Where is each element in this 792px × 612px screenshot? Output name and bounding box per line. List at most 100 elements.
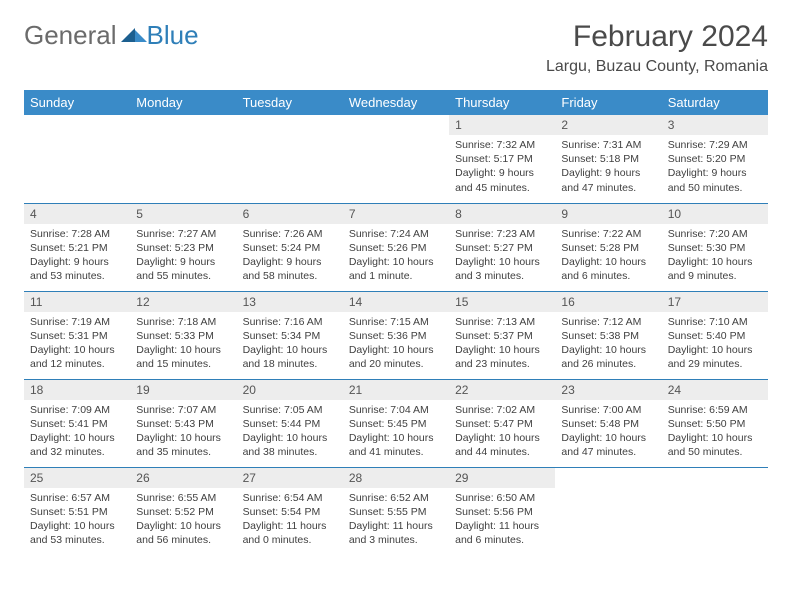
- calendar-cell: 26Sunrise: 6:55 AMSunset: 5:52 PMDayligh…: [130, 467, 236, 555]
- day-number: 3: [662, 115, 768, 135]
- calendar-cell: 17Sunrise: 7:10 AMSunset: 5:40 PMDayligh…: [662, 291, 768, 379]
- location-text: Largu, Buzau County, Romania: [546, 58, 768, 76]
- weekday-header: Monday: [130, 90, 236, 115]
- calendar-cell: 29Sunrise: 6:50 AMSunset: 5:56 PMDayligh…: [449, 467, 555, 555]
- logo: General Blue: [24, 20, 199, 51]
- day-number: 13: [237, 292, 343, 312]
- day-number: 10: [662, 204, 768, 224]
- day-number: 14: [343, 292, 449, 312]
- weekday-header: Saturday: [662, 90, 768, 115]
- day-number: 24: [662, 380, 768, 400]
- calendar-cell: ..: [130, 115, 236, 203]
- calendar-cell: 14Sunrise: 7:15 AMSunset: 5:36 PMDayligh…: [343, 291, 449, 379]
- day-info: Sunrise: 6:57 AMSunset: 5:51 PMDaylight:…: [24, 488, 130, 554]
- calendar-cell: 18Sunrise: 7:09 AMSunset: 5:41 PMDayligh…: [24, 379, 130, 467]
- calendar-cell: 19Sunrise: 7:07 AMSunset: 5:43 PMDayligh…: [130, 379, 236, 467]
- day-number: 7: [343, 204, 449, 224]
- calendar-cell: 12Sunrise: 7:18 AMSunset: 5:33 PMDayligh…: [130, 291, 236, 379]
- day-info: Sunrise: 7:00 AMSunset: 5:48 PMDaylight:…: [555, 400, 661, 466]
- calendar-cell: 1Sunrise: 7:32 AMSunset: 5:17 PMDaylight…: [449, 115, 555, 203]
- calendar-row: 11Sunrise: 7:19 AMSunset: 5:31 PMDayligh…: [24, 291, 768, 379]
- calendar-cell: 21Sunrise: 7:04 AMSunset: 5:45 PMDayligh…: [343, 379, 449, 467]
- day-info: Sunrise: 7:12 AMSunset: 5:38 PMDaylight:…: [555, 312, 661, 378]
- day-number: 6: [237, 204, 343, 224]
- day-info: Sunrise: 7:19 AMSunset: 5:31 PMDaylight:…: [24, 312, 130, 378]
- day-info: Sunrise: 7:09 AMSunset: 5:41 PMDaylight:…: [24, 400, 130, 466]
- weekday-header: Wednesday: [343, 90, 449, 115]
- day-number: 4: [24, 204, 130, 224]
- page-header: General Blue February 2024 Largu, Buzau …: [24, 20, 768, 76]
- logo-text-blue: Blue: [147, 20, 199, 51]
- day-number: 5: [130, 204, 236, 224]
- calendar-cell: 10Sunrise: 7:20 AMSunset: 5:30 PMDayligh…: [662, 203, 768, 291]
- day-number: 11: [24, 292, 130, 312]
- calendar-cell: 2Sunrise: 7:31 AMSunset: 5:18 PMDaylight…: [555, 115, 661, 203]
- day-number: 16: [555, 292, 661, 312]
- calendar-cell: 22Sunrise: 7:02 AMSunset: 5:47 PMDayligh…: [449, 379, 555, 467]
- calendar-cell: 25Sunrise: 6:57 AMSunset: 5:51 PMDayligh…: [24, 467, 130, 555]
- day-number: 15: [449, 292, 555, 312]
- day-number: 27: [237, 468, 343, 488]
- day-number: 19: [130, 380, 236, 400]
- day-number: 21: [343, 380, 449, 400]
- day-number: 28: [343, 468, 449, 488]
- calendar-cell: 16Sunrise: 7:12 AMSunset: 5:38 PMDayligh…: [555, 291, 661, 379]
- day-number: 1: [449, 115, 555, 135]
- calendar-cell: 15Sunrise: 7:13 AMSunset: 5:37 PMDayligh…: [449, 291, 555, 379]
- calendar-cell: 13Sunrise: 7:16 AMSunset: 5:34 PMDayligh…: [237, 291, 343, 379]
- day-info: Sunrise: 6:52 AMSunset: 5:55 PMDaylight:…: [343, 488, 449, 554]
- logo-flag-icon: [121, 20, 147, 51]
- calendar-cell: ..: [343, 115, 449, 203]
- day-info: Sunrise: 7:22 AMSunset: 5:28 PMDaylight:…: [555, 224, 661, 290]
- calendar-cell: 24Sunrise: 6:59 AMSunset: 5:50 PMDayligh…: [662, 379, 768, 467]
- day-info: Sunrise: 7:32 AMSunset: 5:17 PMDaylight:…: [449, 135, 555, 201]
- day-info: Sunrise: 7:29 AMSunset: 5:20 PMDaylight:…: [662, 135, 768, 201]
- day-info: Sunrise: 7:26 AMSunset: 5:24 PMDaylight:…: [237, 224, 343, 290]
- calendar-cell: 23Sunrise: 7:00 AMSunset: 5:48 PMDayligh…: [555, 379, 661, 467]
- month-title: February 2024: [546, 20, 768, 54]
- weekday-header-row: Sunday Monday Tuesday Wednesday Thursday…: [24, 90, 768, 115]
- calendar-cell: ..: [555, 467, 661, 555]
- calendar-row: 4Sunrise: 7:28 AMSunset: 5:21 PMDaylight…: [24, 203, 768, 291]
- calendar-cell: ..: [662, 467, 768, 555]
- day-info: Sunrise: 7:24 AMSunset: 5:26 PMDaylight:…: [343, 224, 449, 290]
- weekday-header: Thursday: [449, 90, 555, 115]
- day-number: 20: [237, 380, 343, 400]
- calendar-row: 25Sunrise: 6:57 AMSunset: 5:51 PMDayligh…: [24, 467, 768, 555]
- calendar-cell: 7Sunrise: 7:24 AMSunset: 5:26 PMDaylight…: [343, 203, 449, 291]
- day-info: Sunrise: 7:04 AMSunset: 5:45 PMDaylight:…: [343, 400, 449, 466]
- day-info: Sunrise: 6:50 AMSunset: 5:56 PMDaylight:…: [449, 488, 555, 554]
- calendar-cell: 6Sunrise: 7:26 AMSunset: 5:24 PMDaylight…: [237, 203, 343, 291]
- calendar-row: ........1Sunrise: 7:32 AMSunset: 5:17 PM…: [24, 115, 768, 203]
- calendar-cell: 28Sunrise: 6:52 AMSunset: 5:55 PMDayligh…: [343, 467, 449, 555]
- day-info: Sunrise: 6:54 AMSunset: 5:54 PMDaylight:…: [237, 488, 343, 554]
- calendar-row: 18Sunrise: 7:09 AMSunset: 5:41 PMDayligh…: [24, 379, 768, 467]
- calendar-cell: ..: [24, 115, 130, 203]
- day-info: Sunrise: 7:16 AMSunset: 5:34 PMDaylight:…: [237, 312, 343, 378]
- day-info: Sunrise: 7:05 AMSunset: 5:44 PMDaylight:…: [237, 400, 343, 466]
- day-info: Sunrise: 7:13 AMSunset: 5:37 PMDaylight:…: [449, 312, 555, 378]
- day-number: 29: [449, 468, 555, 488]
- calendar-cell: 11Sunrise: 7:19 AMSunset: 5:31 PMDayligh…: [24, 291, 130, 379]
- day-number: 2: [555, 115, 661, 135]
- logo-text-general: General: [24, 20, 117, 51]
- weekday-header: Tuesday: [237, 90, 343, 115]
- day-info: Sunrise: 7:10 AMSunset: 5:40 PMDaylight:…: [662, 312, 768, 378]
- day-number: 18: [24, 380, 130, 400]
- day-info: Sunrise: 7:31 AMSunset: 5:18 PMDaylight:…: [555, 135, 661, 201]
- day-info: Sunrise: 7:27 AMSunset: 5:23 PMDaylight:…: [130, 224, 236, 290]
- calendar-cell: 5Sunrise: 7:27 AMSunset: 5:23 PMDaylight…: [130, 203, 236, 291]
- day-info: Sunrise: 7:18 AMSunset: 5:33 PMDaylight:…: [130, 312, 236, 378]
- weekday-header: Friday: [555, 90, 661, 115]
- day-info: Sunrise: 7:02 AMSunset: 5:47 PMDaylight:…: [449, 400, 555, 466]
- calendar-cell: ..: [237, 115, 343, 203]
- calendar-cell: 4Sunrise: 7:28 AMSunset: 5:21 PMDaylight…: [24, 203, 130, 291]
- day-info: Sunrise: 7:28 AMSunset: 5:21 PMDaylight:…: [24, 224, 130, 290]
- calendar-cell: 8Sunrise: 7:23 AMSunset: 5:27 PMDaylight…: [449, 203, 555, 291]
- calendar-cell: 3Sunrise: 7:29 AMSunset: 5:20 PMDaylight…: [662, 115, 768, 203]
- calendar-cell: 27Sunrise: 6:54 AMSunset: 5:54 PMDayligh…: [237, 467, 343, 555]
- day-number: 8: [449, 204, 555, 224]
- day-number: 23: [555, 380, 661, 400]
- day-info: Sunrise: 7:15 AMSunset: 5:36 PMDaylight:…: [343, 312, 449, 378]
- title-block: February 2024 Largu, Buzau County, Roman…: [546, 20, 768, 76]
